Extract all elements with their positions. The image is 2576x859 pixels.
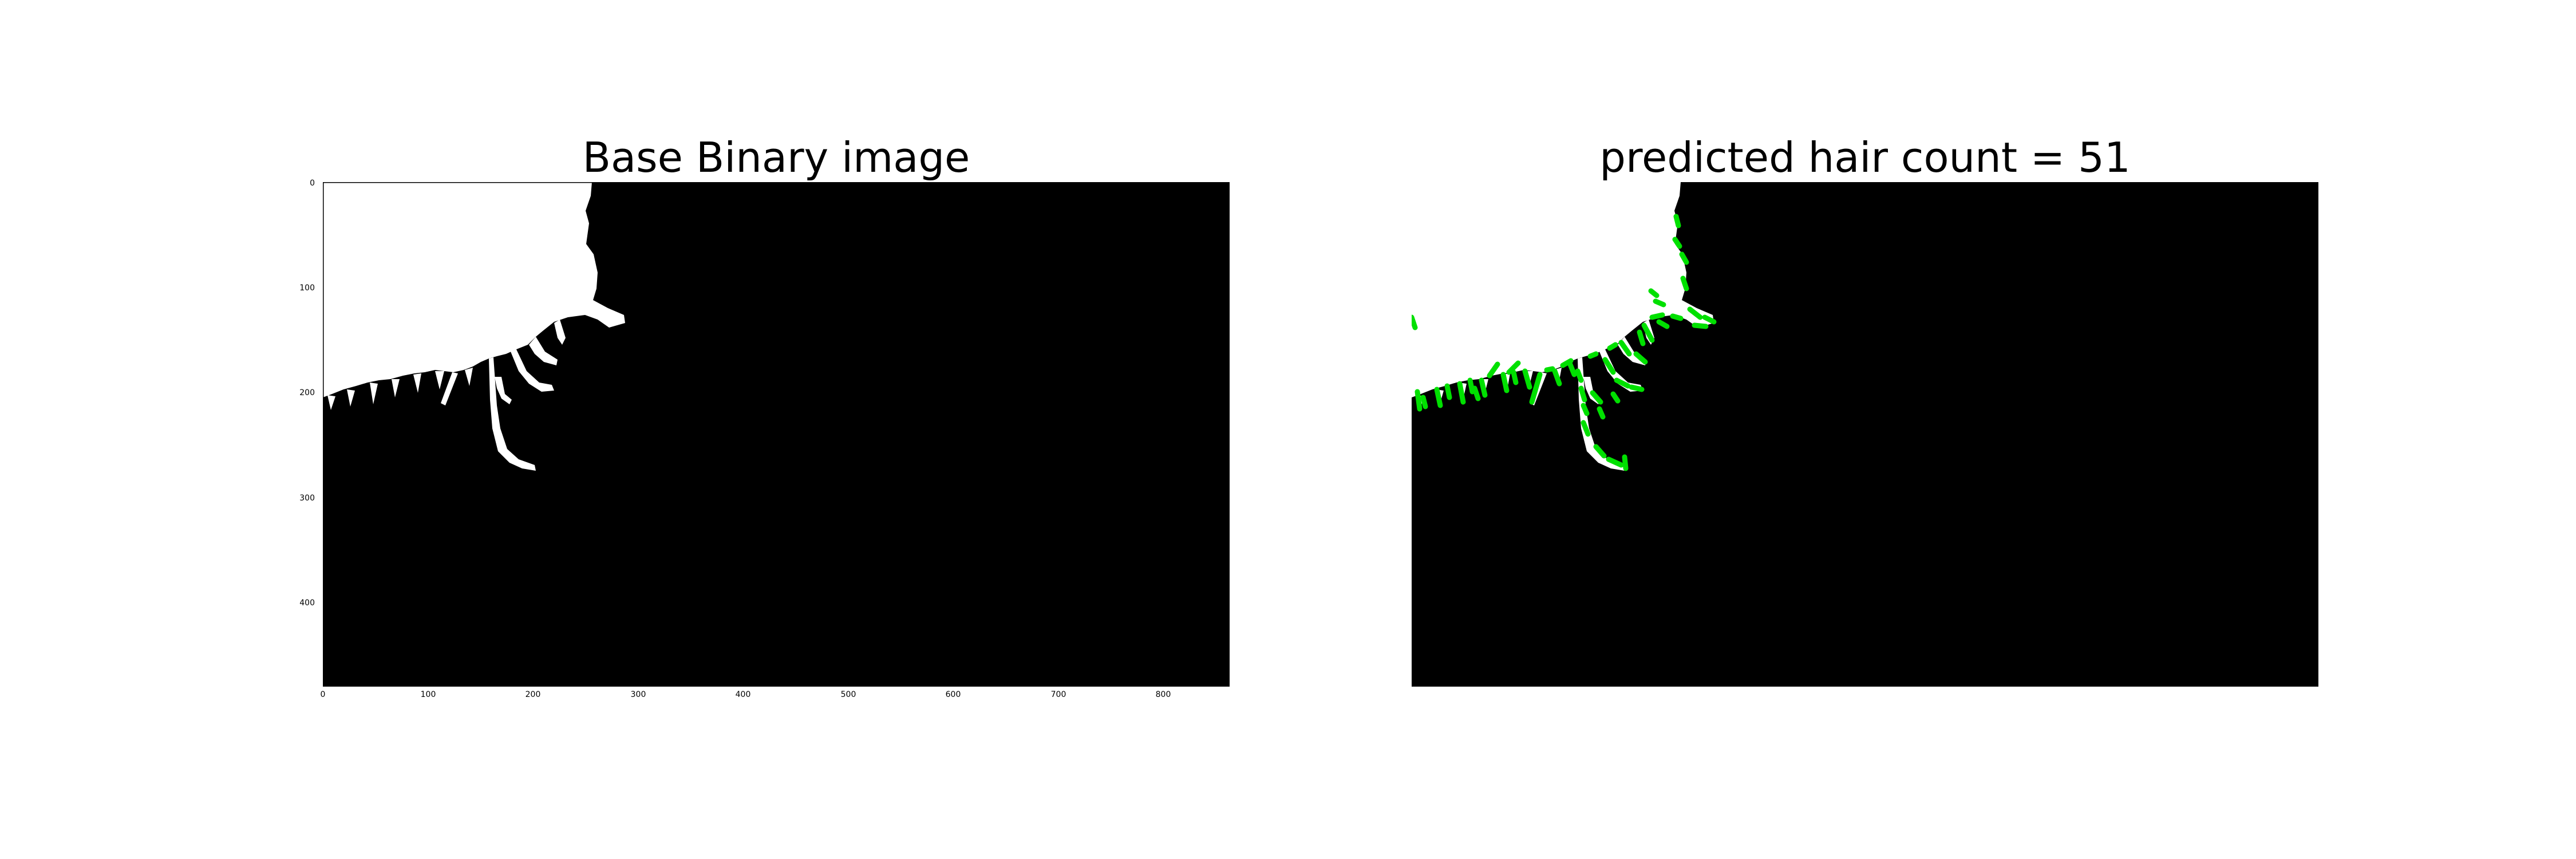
predicted-hair-image — [1412, 182, 2318, 687]
left-image-title: Base Binary image — [582, 133, 970, 182]
y-tick-label: 300 — [299, 494, 315, 503]
detection-markers — [1412, 214, 1717, 471]
y-tick-label: 200 — [299, 388, 315, 397]
x-tick-label: 100 — [420, 690, 436, 699]
base-binary-image — [323, 182, 1230, 687]
y-tick-label: 400 — [299, 598, 315, 608]
y-tick-label: 0 — [310, 179, 315, 188]
x-tick-label: 300 — [630, 690, 646, 699]
y-tick-label: 100 — [299, 283, 315, 293]
x-tick-label: 500 — [840, 690, 856, 699]
x-tick-label: 600 — [945, 690, 961, 699]
x-tick-label: 0 — [320, 690, 326, 699]
x-tick-label: 400 — [735, 690, 751, 699]
x-tick-label: 700 — [1050, 690, 1066, 699]
x-tick-label: 200 — [525, 690, 541, 699]
right-image-title: predicted hair count = 51 — [1599, 133, 2131, 182]
x-tick-label: 800 — [1155, 690, 1171, 699]
